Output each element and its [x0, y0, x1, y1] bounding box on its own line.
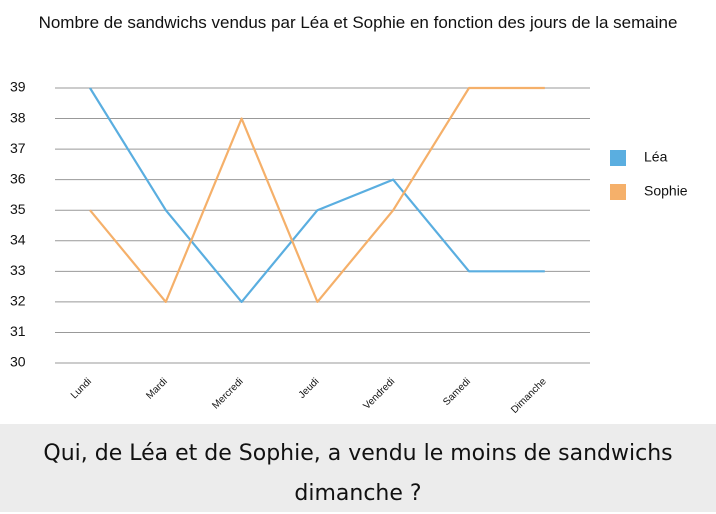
y-tick-label: 32: [10, 293, 26, 309]
legend-swatch: [610, 150, 626, 166]
y-tick-label: 37: [10, 140, 26, 156]
x-tick-label: Mercredi: [210, 376, 245, 411]
legend-swatch: [610, 184, 626, 200]
x-tick-label: Vendredi: [361, 376, 397, 412]
x-tick-label: Mardi: [144, 376, 169, 401]
y-tick-label: 33: [10, 262, 26, 278]
y-tick-label: 35: [10, 201, 26, 217]
x-tick-label: Dimanche: [509, 376, 549, 416]
chart-title: Nombre de sandwichs vendus par Léa et So…: [38, 13, 678, 32]
series-line: [89, 87, 545, 303]
y-tick-label: 30: [10, 354, 26, 370]
x-tick-label: Samedi: [441, 376, 473, 408]
legend-label: Léa: [644, 149, 668, 165]
y-tick-label: 34: [10, 231, 26, 247]
x-tick-label: Jeudi: [297, 376, 322, 401]
y-tick-label: 36: [10, 170, 26, 186]
y-tick-label: 38: [10, 109, 26, 125]
question: Qui, de Léa et de Sophie, a vendu le moi…: [43, 441, 673, 506]
question-box: [0, 424, 716, 512]
series-line: [89, 86, 545, 303]
y-tick-label: 31: [10, 323, 26, 339]
x-tick-label: Lundi: [69, 376, 94, 401]
chart: 30 31 32 33 34 35 36 37 38 39 Lundi Mardi Mercredi Je…: [10, 79, 688, 416]
y-tick-label: 39: [10, 79, 26, 95]
legend-label: Sophie: [644, 183, 688, 199]
